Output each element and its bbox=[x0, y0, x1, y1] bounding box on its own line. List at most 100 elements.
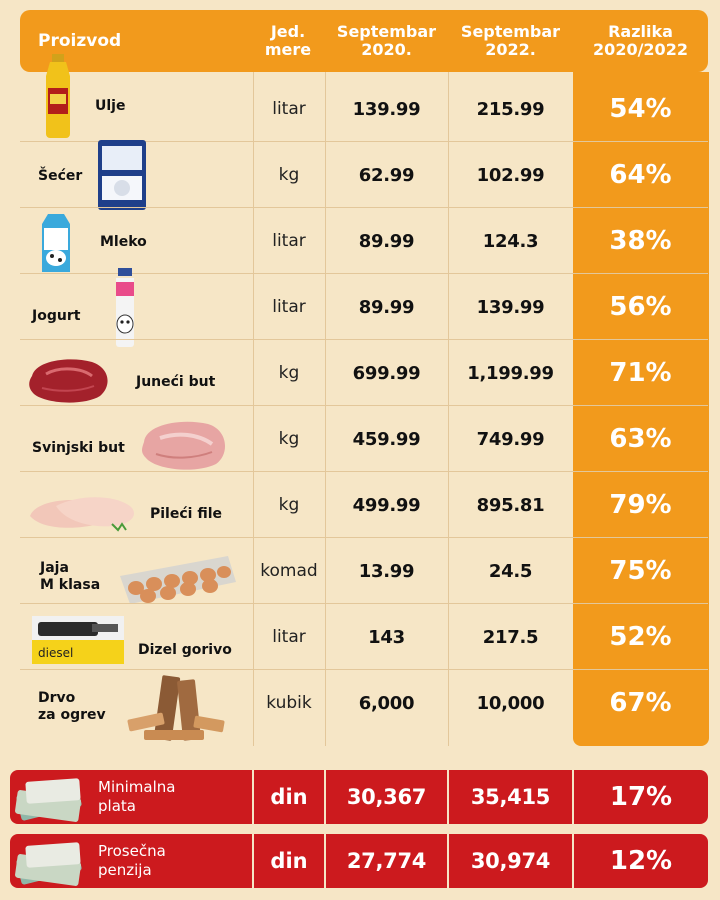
product-name: Svinjski but bbox=[32, 440, 125, 456]
difference-percent: 56% bbox=[609, 292, 672, 322]
row-divider bbox=[20, 339, 708, 340]
unit-cell: litar bbox=[272, 231, 306, 251]
difference-percent: 63% bbox=[609, 424, 672, 454]
income-label: Minimalna plata bbox=[98, 778, 175, 816]
difference-percent: 79% bbox=[609, 490, 672, 520]
header-unit-line1: Jed. bbox=[270, 22, 306, 41]
firewood-icon bbox=[127, 675, 225, 741]
unit-cell: kg bbox=[278, 165, 300, 185]
product-name: Juneći but bbox=[136, 374, 216, 390]
product-name-line1: Jaja bbox=[40, 560, 69, 576]
price-2020: 459.99 bbox=[352, 428, 421, 450]
header-2022-line2: 2022. bbox=[485, 40, 536, 59]
header-2020-line2: 2020. bbox=[361, 40, 412, 59]
unit-cell: kg bbox=[278, 429, 300, 449]
price-2022: 217.5 bbox=[482, 626, 539, 648]
row-divider bbox=[20, 207, 708, 208]
price-2020: 13.99 bbox=[358, 560, 415, 582]
column-divider bbox=[324, 770, 326, 824]
income-2020: 30,367 bbox=[346, 785, 427, 809]
price-2022: 10,000 bbox=[476, 692, 545, 714]
sugar-bag-icon bbox=[98, 140, 146, 210]
column-divider bbox=[252, 834, 254, 888]
price-2022: 749.99 bbox=[476, 428, 545, 450]
unit-cell: litar bbox=[272, 297, 306, 317]
pork-icon bbox=[142, 421, 226, 470]
price-2022: 139.99 bbox=[476, 296, 545, 318]
column-divider bbox=[572, 834, 574, 888]
money-icon bbox=[15, 842, 82, 886]
header-2020: Septembar 2020. bbox=[325, 10, 448, 72]
product-name-line1: Drvo bbox=[38, 690, 76, 706]
diesel-label: diesel bbox=[38, 646, 73, 660]
table-row: Jogurt litar 89.99 139.99 56% bbox=[20, 268, 708, 347]
price-2020: 62.99 bbox=[358, 164, 415, 186]
price-2020: 499.99 bbox=[352, 494, 421, 516]
price-2022: 124.3 bbox=[482, 230, 539, 252]
unit-cell: din bbox=[270, 849, 308, 873]
row-divider bbox=[20, 471, 708, 472]
unit-cell: litar bbox=[272, 627, 306, 647]
income-label-line2: plata bbox=[98, 797, 136, 815]
header-2022: Septembar 2022. bbox=[448, 10, 573, 72]
difference-percent: 38% bbox=[609, 226, 672, 256]
product-name: Jogurt bbox=[32, 308, 81, 324]
row-divider bbox=[20, 537, 708, 538]
price-2020: 89.99 bbox=[358, 296, 415, 318]
table-row: Svinjski but kg 459.99 749.99 63% bbox=[20, 406, 708, 472]
difference-percent: 67% bbox=[609, 688, 672, 718]
egg-tray-icon bbox=[120, 556, 236, 604]
price-2022: 1,199.99 bbox=[467, 362, 554, 384]
income-label-line1: Minimalna bbox=[98, 778, 176, 796]
header-product-label: Proizvod bbox=[38, 31, 122, 51]
price-2022: 215.99 bbox=[476, 98, 545, 120]
product-name: Šećer bbox=[38, 168, 83, 184]
header-2022-line1: Septembar bbox=[460, 22, 561, 41]
table-header: Proizvod Jed. mere Septembar 2020. Septemb… bbox=[20, 10, 708, 72]
unit-cell: litar bbox=[272, 99, 306, 119]
difference-percent: 52% bbox=[609, 622, 672, 652]
unit-cell: kg bbox=[278, 495, 300, 515]
income-label-line2: penzija bbox=[98, 861, 152, 879]
table-row: Mleko litar 89.99 124.3 38% bbox=[20, 208, 708, 274]
income-label: Prosečna penzija bbox=[98, 842, 166, 880]
income-row: Prosečna penzija din 27,774 30,974 12% bbox=[10, 834, 708, 888]
product-name-line2: M klasa bbox=[40, 577, 101, 593]
column-divider bbox=[253, 72, 254, 746]
unit-cell: kubik bbox=[266, 693, 312, 713]
income-label-line1: Prosečna bbox=[98, 842, 166, 860]
unit-cell: komad bbox=[260, 561, 318, 581]
row-divider bbox=[20, 603, 708, 604]
price-2022: 24.5 bbox=[488, 560, 533, 582]
income-row: Minimalna plata din 30,367 35,415 17% bbox=[10, 770, 708, 824]
chicken-fillet-icon bbox=[30, 497, 134, 532]
table-row: Ulje litar 139.99 215.99 54% bbox=[20, 54, 708, 142]
difference-percent: 71% bbox=[609, 358, 672, 388]
table-row: Pileći file kg 499.99 895.81 79% bbox=[20, 472, 708, 538]
column-divider bbox=[447, 770, 449, 824]
price-2022: 895.81 bbox=[476, 494, 545, 516]
product-name: Dizel gorivo bbox=[138, 642, 232, 658]
row-divider bbox=[20, 405, 708, 406]
unit-cell: din bbox=[270, 785, 308, 809]
product-name: Ulje bbox=[95, 98, 126, 114]
row-divider bbox=[20, 273, 708, 274]
table-row: Drvo za ogrev kubik 6,000 10,000 67% bbox=[20, 670, 708, 741]
difference-percent: 75% bbox=[609, 556, 672, 586]
table-row: diesel Dizel gorivo litar 143 217.5 52% bbox=[20, 604, 708, 670]
table-row: Juneći but kg 699.99 1,199.99 71% bbox=[20, 340, 708, 406]
table-row: Jaja M klasa komad 13.99 24.5 75% bbox=[20, 538, 708, 604]
income-2020: 27,774 bbox=[346, 849, 427, 873]
price-2020: 89.99 bbox=[358, 230, 415, 252]
oil-bottle-icon bbox=[46, 54, 70, 138]
column-divider bbox=[252, 770, 254, 824]
price-2022: 102.99 bbox=[476, 164, 545, 186]
header-unit: Jed. mere bbox=[253, 10, 323, 72]
milk-carton-icon bbox=[42, 214, 70, 272]
row-divider bbox=[20, 141, 708, 142]
header-diff: Razlika 2020/2022 bbox=[573, 10, 708, 72]
difference-percent: 64% bbox=[609, 160, 672, 190]
column-divider bbox=[324, 834, 326, 888]
income-2022: 30,974 bbox=[470, 849, 551, 873]
